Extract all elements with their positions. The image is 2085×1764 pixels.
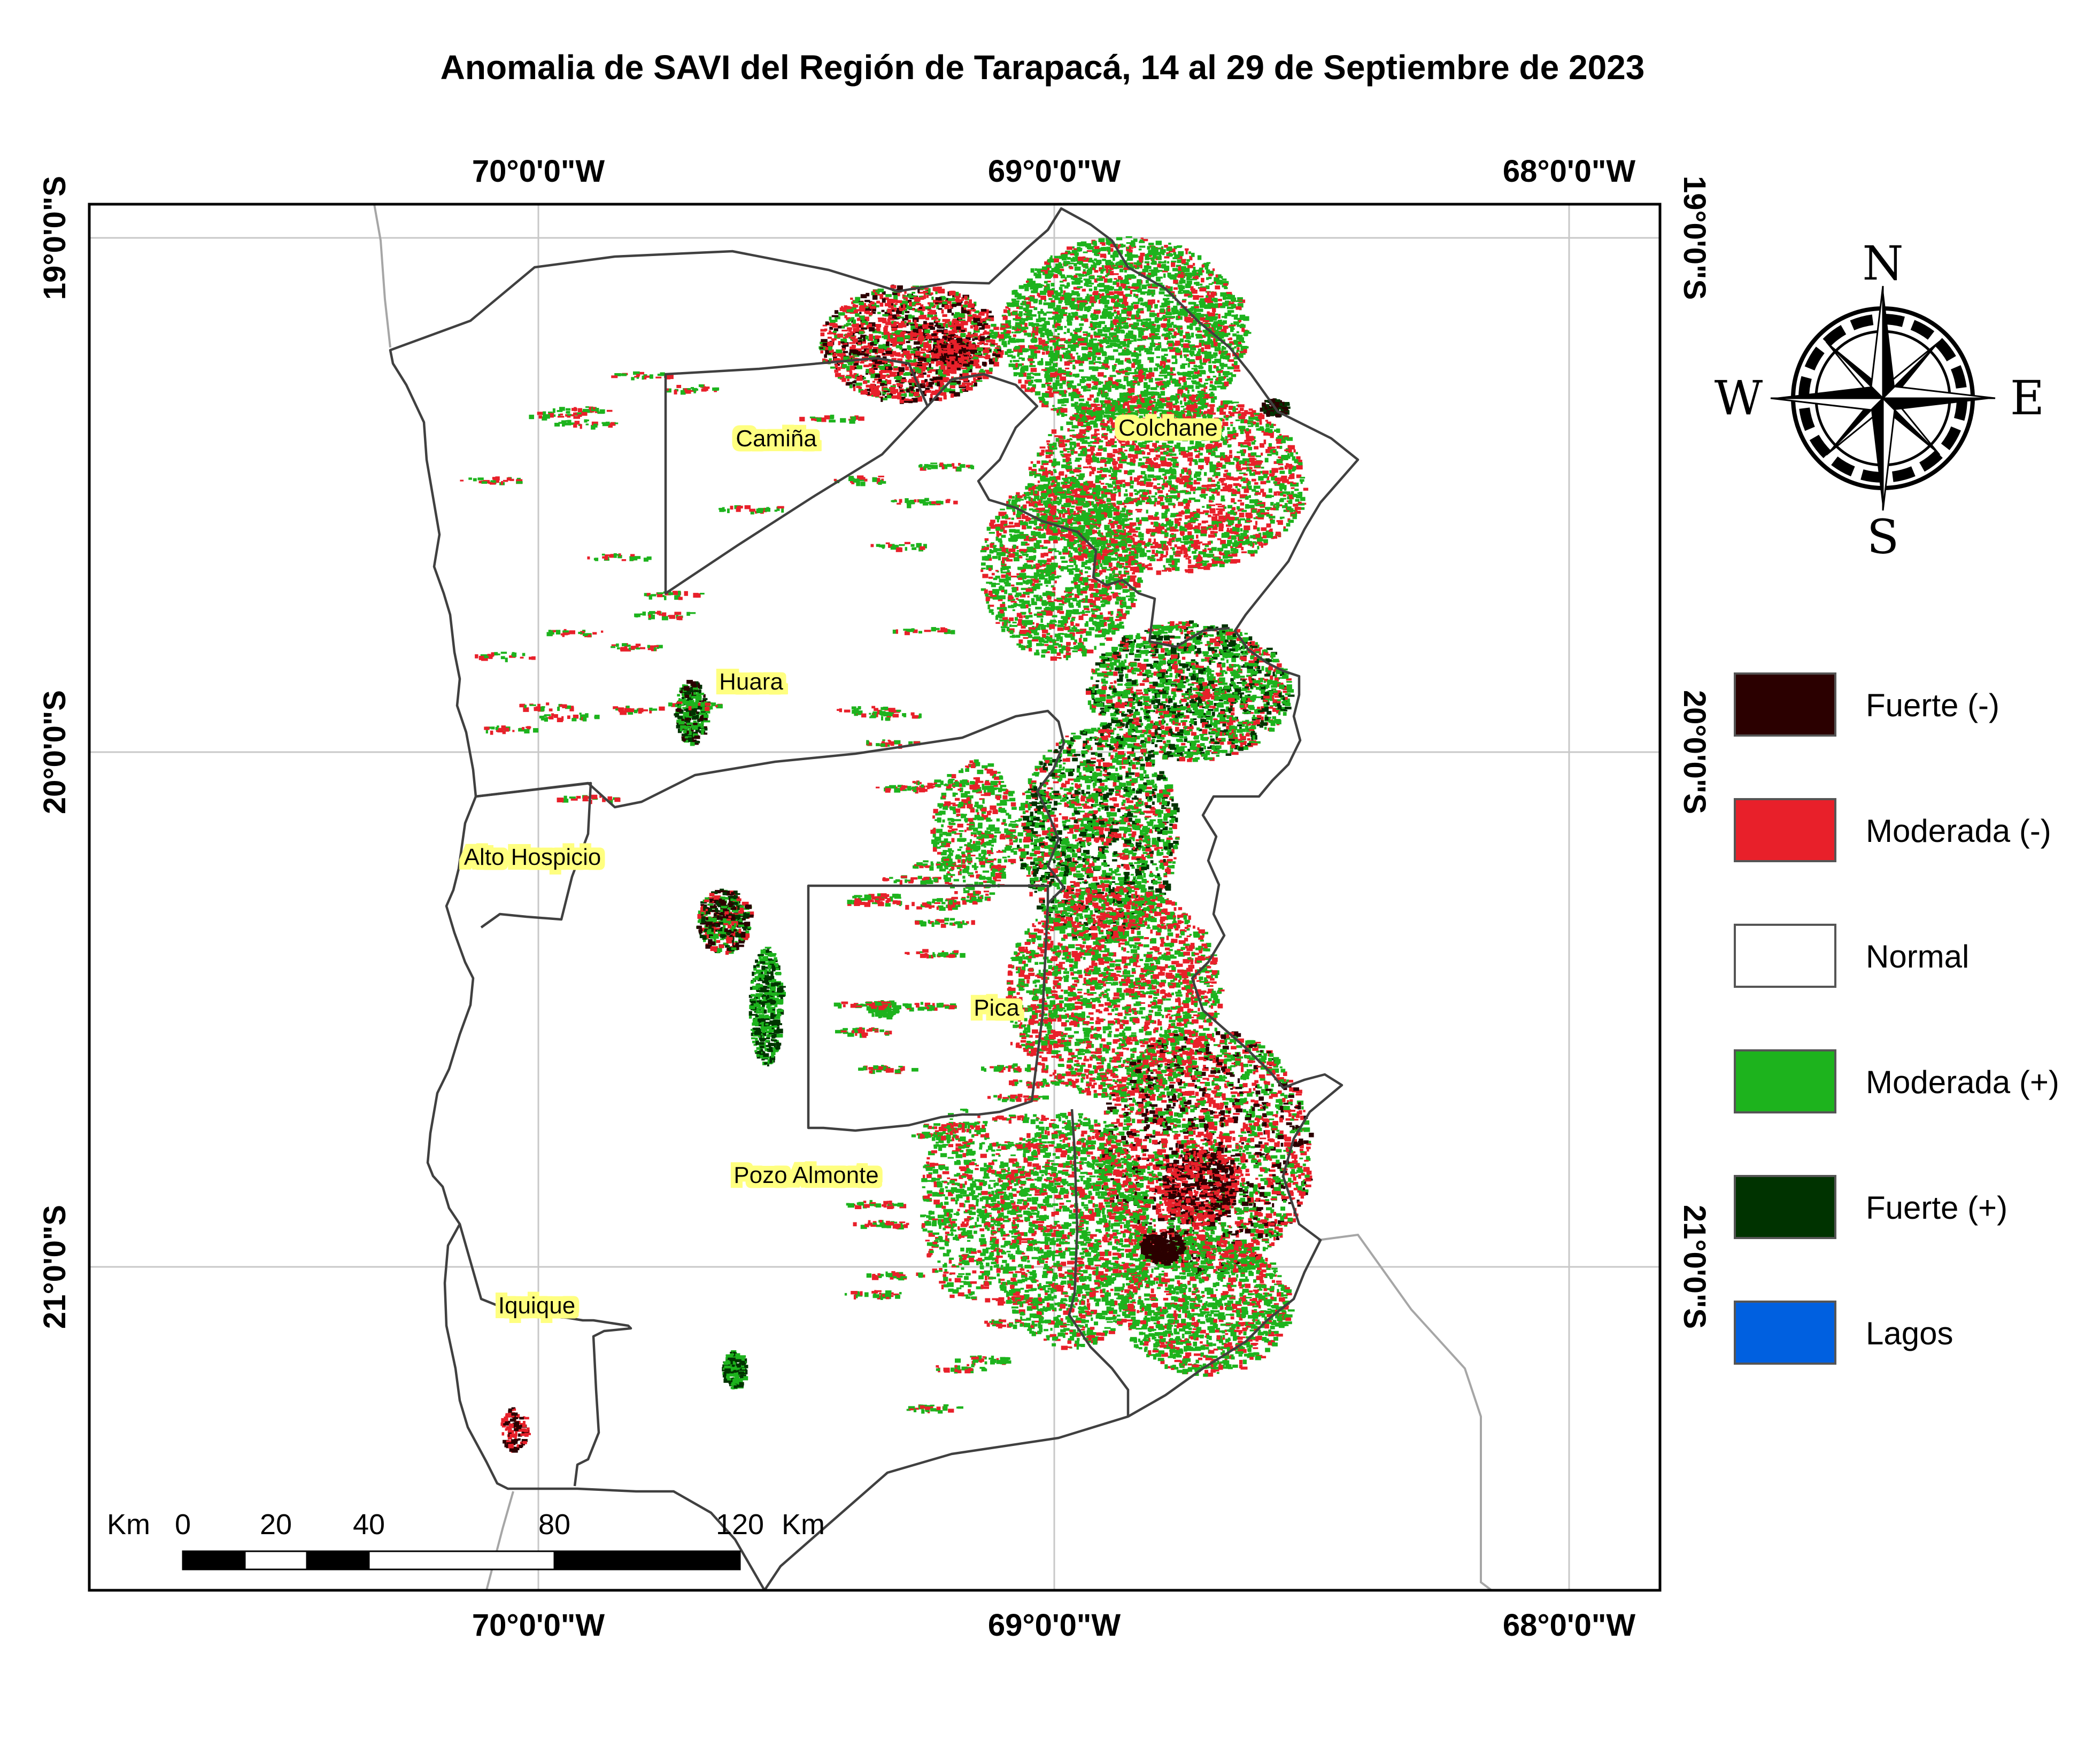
legend-swatch bbox=[1735, 799, 1835, 861]
lon-label-bottom-70: 70°0'0"W bbox=[472, 1608, 605, 1643]
legend-label: Moderada (+) bbox=[1866, 1064, 2059, 1100]
commune-label-camina: Camiña bbox=[736, 425, 817, 452]
scalebar-seg-1 bbox=[183, 1551, 245, 1569]
compass-rose-icon: N S E W bbox=[1715, 236, 2044, 564]
scalebar-seg-4 bbox=[369, 1551, 554, 1569]
lon-label-top-69: 69°0'0"W bbox=[988, 154, 1121, 189]
legend-label: Lagos bbox=[1866, 1316, 1953, 1351]
legend-item: Normal bbox=[1735, 925, 1969, 987]
compass-n: N bbox=[1863, 236, 1904, 291]
legend-label: Moderada (-) bbox=[1866, 813, 2051, 849]
compass-w: W bbox=[1715, 370, 1763, 425]
lat-label-right-19: 19°0'0"S bbox=[1677, 176, 1712, 300]
scalebar-seg-5 bbox=[554, 1551, 740, 1569]
scalebar-tick-0: 0 bbox=[175, 1508, 191, 1541]
lat-label-right-20: 20°0'0"S bbox=[1677, 690, 1712, 814]
lon-label-bottom-69: 69°0'0"W bbox=[988, 1608, 1121, 1643]
map-title: Anomalia de SAVI del Región de Tarapacá,… bbox=[441, 48, 1645, 87]
commune-label-huara: Huara bbox=[719, 669, 783, 695]
scalebar-tick-20: 20 bbox=[260, 1508, 292, 1541]
legend-label: Normal bbox=[1866, 939, 1969, 974]
lon-label-top-70: 70°0'0"W bbox=[472, 154, 605, 189]
scalebar-seg-2 bbox=[245, 1551, 307, 1569]
compass-s: S bbox=[1867, 509, 1899, 564]
lat-label-left-20: 20°0'0"S bbox=[37, 690, 72, 814]
scalebar-tick-80: 80 bbox=[538, 1508, 570, 1541]
scalebar-seg-3 bbox=[307, 1551, 369, 1569]
scalebar-tick-40: 40 bbox=[353, 1508, 385, 1541]
legend-item: Lagos bbox=[1735, 1302, 1953, 1364]
lat-label-left-21: 21°0'0"S bbox=[37, 1205, 72, 1329]
scalebar-unit-right: Km bbox=[782, 1508, 825, 1541]
lat-label-left-19: 19°0'0"S bbox=[37, 176, 72, 300]
legend: Fuerte (-) Moderada (-) Normal Moderada … bbox=[1735, 674, 2059, 1364]
legend-item: Fuerte (-) bbox=[1735, 674, 1999, 736]
commune-label-pica: Pica bbox=[974, 995, 1020, 1021]
scalebar-unit-left: Km bbox=[107, 1508, 150, 1541]
legend-swatch bbox=[1735, 674, 1835, 736]
legend-swatch bbox=[1735, 1050, 1835, 1112]
legend-item: Moderada (+) bbox=[1735, 1050, 2059, 1112]
legend-label: Fuerte (+) bbox=[1866, 1190, 2007, 1226]
lon-label-top-68: 68°0'0"W bbox=[1503, 154, 1636, 189]
compass-e: E bbox=[2010, 370, 2044, 425]
commune-label-alto-hospicio: Alto Hospicio bbox=[464, 844, 601, 870]
commune-label-iquique: Iquique bbox=[498, 1293, 575, 1319]
scalebar-tick-120: 120 bbox=[716, 1508, 764, 1541]
legend-label: Fuerte (-) bbox=[1866, 687, 1999, 723]
commune-label-colchane: Colchane bbox=[1118, 415, 1218, 441]
legend-swatch bbox=[1735, 925, 1835, 987]
commune-label-pozo-almonte: Pozo Almonte bbox=[733, 1162, 879, 1188]
lon-label-bottom-68: 68°0'0"W bbox=[1503, 1608, 1636, 1643]
legend-swatch bbox=[1735, 1302, 1835, 1364]
legend-item: Moderada (-) bbox=[1735, 799, 2051, 861]
lat-label-right-21: 21°0'0"S bbox=[1677, 1205, 1712, 1329]
legend-item: Fuerte (+) bbox=[1735, 1176, 2007, 1238]
legend-swatch bbox=[1735, 1176, 1835, 1238]
